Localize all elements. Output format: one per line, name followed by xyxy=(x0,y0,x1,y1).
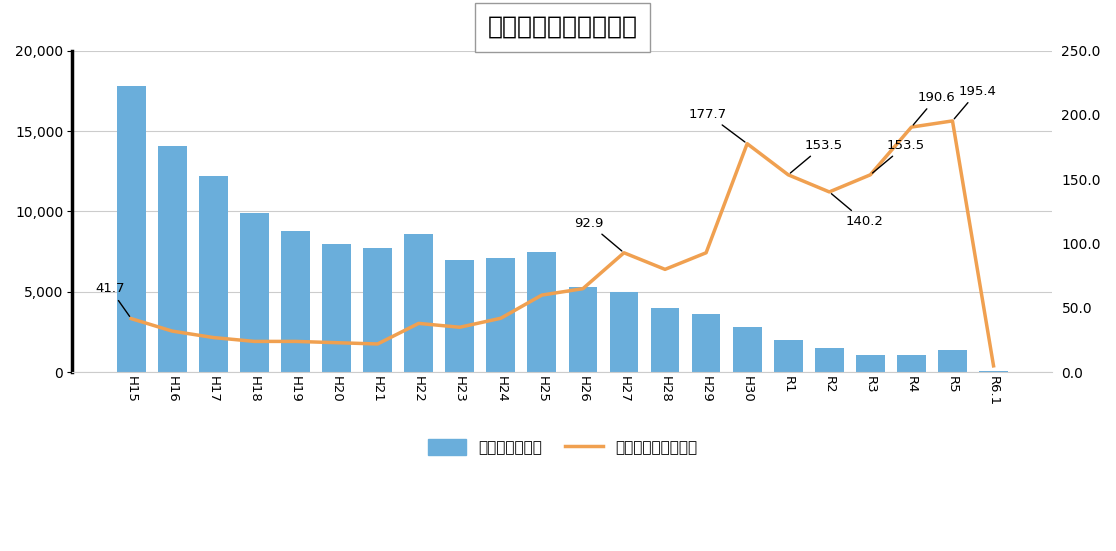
Text: 195.4: 195.4 xyxy=(954,85,997,119)
Bar xyxy=(487,258,516,372)
Bar xyxy=(897,355,926,372)
Bar xyxy=(445,260,474,372)
Bar xyxy=(651,308,680,372)
Bar xyxy=(157,145,186,372)
Bar xyxy=(815,348,844,372)
Bar xyxy=(240,213,269,372)
Bar xyxy=(528,252,556,372)
Text: 92.9: 92.9 xyxy=(574,217,622,251)
Bar xyxy=(404,234,433,372)
Title: １件当たりの被害総額: １件当たりの被害総額 xyxy=(488,15,637,39)
Bar xyxy=(199,176,228,372)
Legend: 認知件数（件）, １件あたり（万円）: 認知件数（件）, １件あたり（万円） xyxy=(422,433,703,461)
Bar xyxy=(773,340,802,372)
Bar xyxy=(939,350,966,372)
Bar xyxy=(979,371,1008,372)
Bar xyxy=(117,86,145,372)
Bar xyxy=(363,249,392,372)
Text: 140.2: 140.2 xyxy=(831,194,884,228)
Bar xyxy=(692,315,721,372)
Bar xyxy=(856,355,885,372)
Text: 41.7: 41.7 xyxy=(96,283,129,316)
Bar xyxy=(281,231,310,372)
Text: 153.5: 153.5 xyxy=(790,139,843,173)
Text: 153.5: 153.5 xyxy=(873,139,925,173)
Bar xyxy=(609,292,638,372)
Text: 190.6: 190.6 xyxy=(913,91,955,125)
Bar xyxy=(323,244,350,372)
Text: 177.7: 177.7 xyxy=(689,107,745,142)
Bar xyxy=(568,287,597,372)
Bar xyxy=(733,327,761,372)
